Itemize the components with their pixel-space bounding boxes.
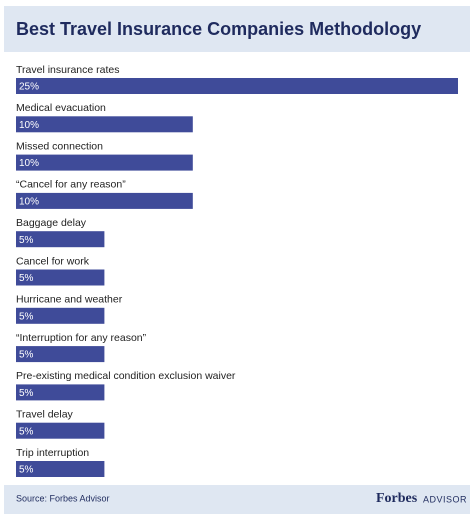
bar xyxy=(16,461,105,477)
category-label: Travel insurance rates xyxy=(16,64,120,76)
source: Source: Forbes Advisor xyxy=(16,493,110,503)
category-label: Hurricane and weather xyxy=(16,294,123,306)
bar xyxy=(16,192,193,209)
value-label: 25% xyxy=(19,82,39,93)
value-label: 10% xyxy=(19,158,39,169)
bar xyxy=(16,154,193,171)
value-label: 5% xyxy=(19,426,34,437)
category-label: “Cancel for any reason” xyxy=(16,179,126,191)
footer-band xyxy=(4,485,470,514)
value-label: 5% xyxy=(19,235,34,246)
category-label: “Interruption for any reason” xyxy=(16,332,147,344)
bar xyxy=(16,231,105,248)
value-label: 5% xyxy=(19,273,34,284)
bar xyxy=(16,307,105,324)
value-label: 5% xyxy=(19,350,34,361)
category-label: Cancel for work xyxy=(16,255,90,267)
bar xyxy=(16,346,105,363)
bar xyxy=(16,422,105,439)
bar xyxy=(16,384,105,401)
category-label: Trip interruption xyxy=(16,447,89,459)
bar xyxy=(16,78,458,94)
title-band xyxy=(4,6,470,52)
value-label: 5% xyxy=(19,388,34,399)
bar xyxy=(16,269,105,286)
bar xyxy=(16,116,193,133)
brand: Forbes xyxy=(376,491,418,506)
value-label: 10% xyxy=(19,197,39,208)
value-label: 5% xyxy=(19,311,34,322)
chart-title: Best Travel Insurance Companies Methodol… xyxy=(16,19,421,39)
value-label: 10% xyxy=(19,120,39,131)
category-label: Medical evacuation xyxy=(16,102,106,114)
value-label: 5% xyxy=(19,465,34,476)
category-label: Missed connection xyxy=(16,140,103,152)
category-label: Pre-existing medical condition exclusion… xyxy=(16,370,236,382)
brand-sub: ADVISOR xyxy=(423,494,467,504)
category-label: Travel delay xyxy=(16,408,74,420)
category-label: Baggage delay xyxy=(16,217,87,229)
